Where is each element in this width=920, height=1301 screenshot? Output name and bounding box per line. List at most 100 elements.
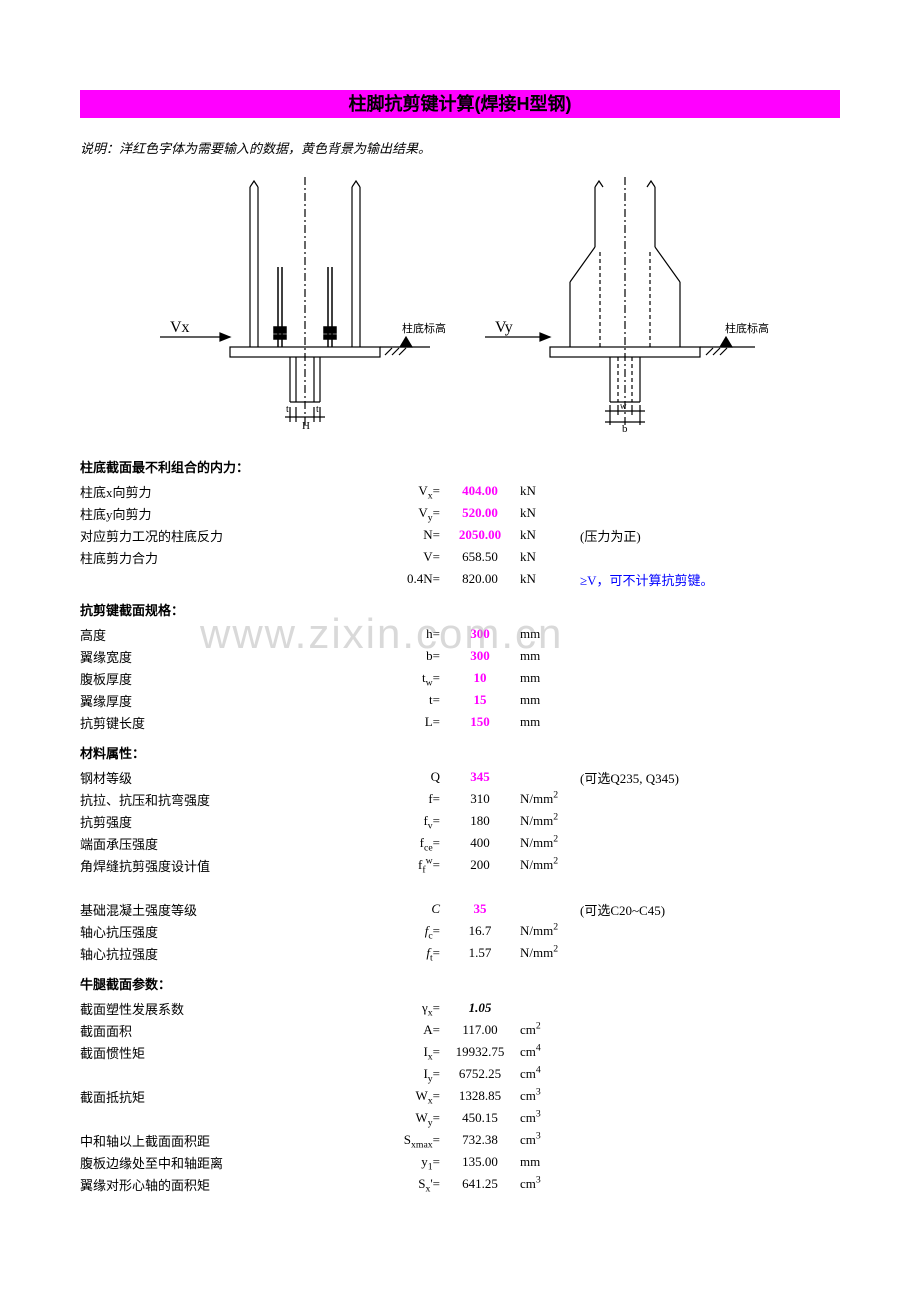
diagram-row: Vx 柱底标高 t t H [80, 177, 840, 437]
n04-unit: kN [520, 568, 580, 590]
gx-value: 1.05 [440, 997, 520, 1019]
y1-label: 腹板边缘处至中和轴距离 [80, 1151, 370, 1173]
ffw-value: 200 [440, 854, 520, 876]
sec-rows: 截面塑性发展系数 γx= 1.05 截面面积 A= 117.00 cm2 截面惯… [80, 997, 840, 1195]
L-label: 抗剪键长度 [80, 711, 370, 733]
v-unit: kN [520, 546, 580, 568]
page-title: 柱脚抗剪键计算(焊接H型钢) [80, 90, 840, 118]
vx-label: Vx [170, 319, 190, 336]
vx-unit: kN [520, 480, 580, 502]
dim-b: b [622, 423, 628, 435]
q-label: 钢材等级 [80, 766, 370, 788]
t-sym: t= [370, 689, 440, 711]
vy-sym: Vy= [370, 502, 440, 524]
Wx-sym: Wx= [370, 1085, 440, 1107]
tw-sym: tw= [370, 667, 440, 689]
b-unit: mm [520, 645, 580, 667]
n-label-text: 对应剪力工况的柱底反力 [80, 524, 370, 546]
gx-sym: γx= [370, 997, 440, 1019]
col-base-label-1: 柱底标高 [402, 321, 446, 335]
Wx-value: 1328.85 [440, 1085, 520, 1107]
Iy-value: 6752.25 [440, 1063, 520, 1085]
page-content: 柱脚抗剪键计算(焊接H型钢) 说明：洋红色字体为需要输入的数据，黄色背景为输出结… [0, 0, 920, 1235]
tw-unit: mm [520, 667, 580, 689]
A-label: 截面面积 [80, 1019, 370, 1041]
col-base-label-2: 柱底标高 [725, 321, 769, 335]
Wy-sym: Wy= [370, 1107, 440, 1129]
Ix-unit: cm4 [520, 1041, 580, 1063]
ffw-unit: N/mm2 [520, 854, 580, 876]
t-value[interactable]: 15 [440, 689, 520, 711]
fce-sym: fce= [370, 832, 440, 854]
h-unit: mm [520, 623, 580, 645]
v-sym: V= [370, 546, 440, 568]
vy-unit: kN [520, 502, 580, 524]
tw-label: 腹板厚度 [80, 667, 370, 689]
t-label: 翼缘厚度 [80, 689, 370, 711]
ffw-label: 角焊缝抗剪强度设计值 [80, 854, 370, 876]
y1-unit: mm [520, 1151, 580, 1173]
n04-value: 820.00 [440, 568, 520, 590]
fv-label: 抗剪强度 [80, 810, 370, 832]
tw-value[interactable]: 10 [440, 667, 520, 689]
fc-value: 16.7 [440, 920, 520, 942]
dim-w: w [620, 401, 627, 411]
diagram-vx: Vx 柱底标高 t t H [130, 177, 450, 437]
v-label-text: 柱底剪力合力 [80, 546, 370, 568]
c-label: 基础混凝土强度等级 [80, 898, 370, 920]
mat-rows: 钢材等级 Q 345 (可选Q235, Q345) 抗拉、抗压和抗弯强度 f= … [80, 766, 840, 964]
f-label: 抗拉、抗压和抗弯强度 [80, 788, 370, 810]
Wx-unit: cm3 [520, 1085, 580, 1107]
n-value[interactable]: 2050.00 [440, 524, 520, 546]
b-label: 翼缘宽度 [80, 645, 370, 667]
vy-value[interactable]: 520.00 [440, 502, 520, 524]
f-value: 310 [440, 788, 520, 810]
vx-sym: Vx= [370, 480, 440, 502]
vy-label-text: 柱底y向剪力 [80, 502, 370, 524]
fc-sym: fc= [370, 920, 440, 942]
fv-sym: fv= [370, 810, 440, 832]
ft-sym: ft= [370, 942, 440, 964]
A-unit: cm2 [520, 1019, 580, 1041]
y1-value: 135.00 [440, 1151, 520, 1173]
c-note: (可选C20~C45) [580, 898, 840, 920]
h-value[interactable]: 300 [440, 623, 520, 645]
diagram-vy: Vy 柱底标高 w b [470, 177, 770, 437]
c-sym: C [370, 898, 440, 920]
Wy-unit: cm3 [520, 1107, 580, 1129]
L-unit: mm [520, 711, 580, 733]
A-sym: A= [370, 1019, 440, 1041]
b-sym: b= [370, 645, 440, 667]
Ix-label: 截面惯性矩 [80, 1041, 370, 1063]
v-value: 658.50 [440, 546, 520, 568]
n04-sym: 0.4N= [370, 568, 440, 590]
fce-label: 端面承压强度 [80, 832, 370, 854]
forces-header: 柱底截面最不利组合的内力： [80, 457, 840, 476]
y1-sym: y1= [370, 1151, 440, 1173]
n-note: (压力为正) [580, 524, 840, 546]
mat-header: 材料属性： [80, 743, 840, 762]
vx-value[interactable]: 404.00 [440, 480, 520, 502]
gx-label: 截面塑性发展系数 [80, 997, 370, 1019]
geom-rows: 高度 h= 300 mm 翼缘宽度 b= 300 mm 腹板厚度 tw= 10 … [80, 623, 840, 733]
A-value: 117.00 [440, 1019, 520, 1041]
b-value[interactable]: 300 [440, 645, 520, 667]
fce-unit: N/mm2 [520, 832, 580, 854]
Iy-sym: Iy= [370, 1063, 440, 1085]
Iy-unit: cm4 [520, 1063, 580, 1085]
Ix-value: 19932.75 [440, 1041, 520, 1063]
geom-header: 抗剪键截面规格： [80, 600, 840, 619]
c-value[interactable]: 35 [440, 898, 520, 920]
forces-rows: 柱底x向剪力 Vx= 404.00 kN 柱底y向剪力 Vy= 520.00 k… [80, 480, 840, 590]
q-note: (可选Q235, Q345) [580, 766, 840, 788]
q-value[interactable]: 345 [440, 766, 520, 788]
L-value[interactable]: 150 [440, 711, 520, 733]
fv-value: 180 [440, 810, 520, 832]
Sxp-unit: cm3 [520, 1173, 580, 1195]
Sx-sym: Sxmax= [370, 1129, 440, 1151]
sec-header: 牛腿截面参数： [80, 974, 840, 993]
Sx-unit: cm3 [520, 1129, 580, 1151]
fce-value: 400 [440, 832, 520, 854]
ft-label: 轴心抗拉强度 [80, 942, 370, 964]
Wy-value: 450.15 [440, 1107, 520, 1129]
